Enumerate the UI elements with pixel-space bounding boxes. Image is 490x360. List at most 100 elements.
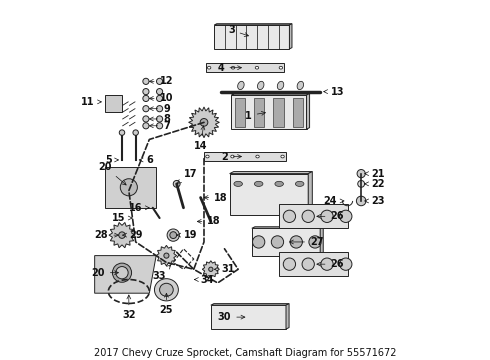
- Text: 2017 Chevy Cruze Sprocket, Camshaft Diagram for 55571672: 2017 Chevy Cruze Sprocket, Camshaft Diag…: [94, 348, 396, 358]
- Text: 1: 1: [245, 111, 266, 121]
- Text: 17: 17: [177, 168, 197, 183]
- Ellipse shape: [297, 81, 304, 90]
- Ellipse shape: [156, 78, 163, 85]
- Text: 28: 28: [95, 230, 119, 240]
- Polygon shape: [230, 174, 308, 215]
- Text: 26: 26: [317, 211, 344, 221]
- Polygon shape: [214, 25, 290, 49]
- Ellipse shape: [340, 210, 352, 222]
- Ellipse shape: [252, 236, 265, 248]
- Text: 15: 15: [112, 213, 132, 223]
- Polygon shape: [156, 246, 177, 266]
- Text: 20: 20: [98, 162, 126, 185]
- Polygon shape: [230, 172, 312, 174]
- Text: 9: 9: [149, 104, 170, 114]
- Polygon shape: [273, 98, 284, 127]
- Text: 12: 12: [149, 76, 173, 86]
- Polygon shape: [279, 252, 347, 276]
- Ellipse shape: [156, 105, 163, 112]
- Ellipse shape: [277, 81, 284, 90]
- Polygon shape: [231, 94, 310, 95]
- Ellipse shape: [290, 236, 302, 248]
- Text: 22: 22: [365, 179, 385, 189]
- Ellipse shape: [154, 279, 178, 301]
- Ellipse shape: [321, 258, 333, 270]
- Polygon shape: [105, 95, 122, 112]
- Polygon shape: [320, 227, 323, 256]
- Text: 23: 23: [365, 196, 385, 206]
- Text: 16: 16: [129, 203, 149, 213]
- Polygon shape: [235, 98, 245, 127]
- Text: 27: 27: [290, 237, 323, 247]
- Ellipse shape: [271, 236, 284, 248]
- Ellipse shape: [143, 123, 149, 129]
- Ellipse shape: [209, 267, 213, 271]
- Polygon shape: [95, 256, 156, 293]
- Polygon shape: [279, 204, 347, 228]
- Text: 5: 5: [105, 155, 119, 165]
- Ellipse shape: [143, 95, 149, 102]
- Polygon shape: [307, 94, 310, 129]
- Text: 18: 18: [204, 193, 228, 203]
- Ellipse shape: [143, 89, 149, 95]
- Ellipse shape: [164, 253, 169, 258]
- Ellipse shape: [143, 105, 149, 112]
- Text: 34: 34: [195, 275, 214, 284]
- Ellipse shape: [295, 181, 304, 186]
- Ellipse shape: [231, 155, 234, 158]
- Polygon shape: [252, 227, 323, 228]
- Ellipse shape: [119, 232, 125, 238]
- Ellipse shape: [255, 66, 259, 69]
- Ellipse shape: [358, 180, 365, 187]
- Ellipse shape: [133, 130, 138, 135]
- Polygon shape: [204, 152, 286, 161]
- Polygon shape: [308, 172, 312, 215]
- Ellipse shape: [257, 81, 264, 90]
- Text: 10: 10: [149, 94, 173, 103]
- Polygon shape: [254, 98, 265, 127]
- Ellipse shape: [167, 229, 179, 241]
- Text: 14: 14: [194, 126, 207, 151]
- Ellipse shape: [275, 181, 283, 186]
- Text: 8: 8: [149, 114, 170, 124]
- Ellipse shape: [170, 232, 177, 239]
- Text: 6: 6: [139, 155, 153, 165]
- Ellipse shape: [283, 210, 295, 222]
- Ellipse shape: [119, 130, 125, 135]
- Polygon shape: [231, 95, 307, 129]
- Ellipse shape: [254, 181, 263, 186]
- Text: 3: 3: [228, 25, 248, 36]
- Polygon shape: [105, 167, 156, 208]
- Text: 26: 26: [317, 259, 344, 269]
- Polygon shape: [211, 303, 289, 305]
- Polygon shape: [252, 228, 320, 256]
- Text: 11: 11: [81, 97, 101, 107]
- Polygon shape: [214, 24, 292, 25]
- Polygon shape: [109, 222, 135, 248]
- Text: 4: 4: [218, 63, 242, 73]
- Text: 19: 19: [177, 230, 197, 240]
- Polygon shape: [189, 107, 220, 138]
- Ellipse shape: [340, 258, 352, 270]
- Text: 25: 25: [160, 293, 173, 315]
- Ellipse shape: [302, 210, 315, 222]
- Text: 33: 33: [153, 265, 171, 281]
- Ellipse shape: [234, 181, 243, 186]
- Text: 32: 32: [122, 295, 136, 320]
- Text: 13: 13: [324, 87, 344, 96]
- Text: 24: 24: [324, 196, 344, 206]
- Text: 2: 2: [221, 152, 242, 162]
- Text: 29: 29: [123, 230, 143, 240]
- Ellipse shape: [143, 78, 149, 85]
- Polygon shape: [293, 98, 303, 127]
- Polygon shape: [202, 261, 220, 278]
- Ellipse shape: [356, 196, 366, 206]
- Text: 31: 31: [215, 264, 235, 274]
- Text: 20: 20: [91, 268, 119, 278]
- Ellipse shape: [206, 155, 209, 158]
- Ellipse shape: [283, 258, 295, 270]
- Ellipse shape: [156, 89, 163, 95]
- Ellipse shape: [231, 66, 235, 69]
- Ellipse shape: [207, 66, 211, 69]
- Ellipse shape: [116, 266, 128, 279]
